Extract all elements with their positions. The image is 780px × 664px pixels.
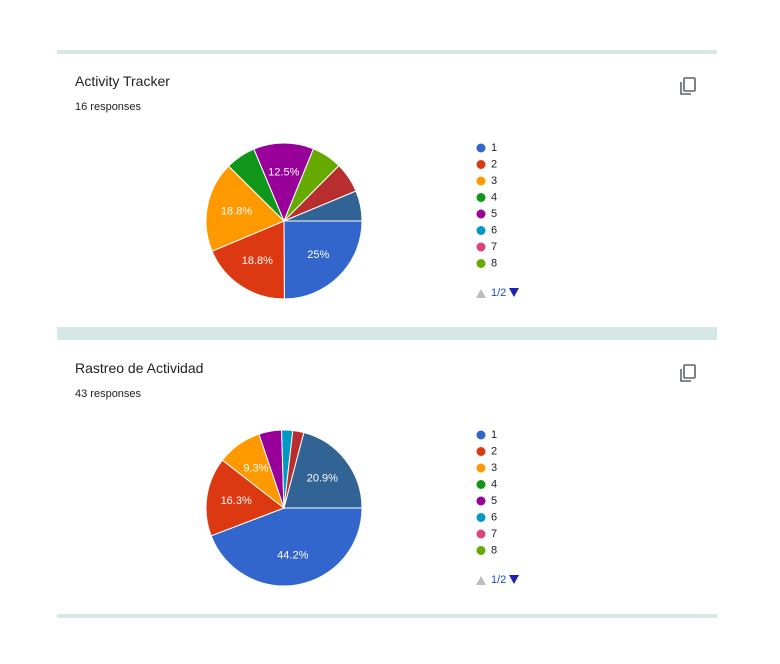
slice-label: 25%: [307, 249, 329, 261]
legend-swatch: [476, 193, 486, 202]
card-separator: [57, 327, 717, 340]
pie-slice: [283, 220, 363, 300]
legend-label: 7: [491, 528, 497, 540]
legend-swatch: [476, 242, 486, 252]
legend-label: 2: [491, 445, 497, 457]
pager-next[interactable]: [509, 288, 519, 297]
legend-label: 1: [491, 142, 497, 154]
legend-label: 2: [491, 158, 497, 170]
legend-swatch: [476, 226, 486, 235]
legend-swatch: [476, 447, 486, 456]
slice-label: 12.5%: [268, 167, 299, 179]
legend-swatch: [476, 176, 486, 186]
legend-label: 4: [491, 191, 497, 203]
legend-label: 3: [491, 462, 497, 474]
slice-label: 16.3%: [221, 495, 252, 507]
pager-label: 1/2: [491, 574, 506, 586]
legend-swatch: [476, 209, 486, 219]
legend-swatch: [476, 546, 486, 555]
pie-slice: [210, 507, 363, 587]
legend-label: 5: [491, 495, 497, 507]
legend-swatch: [476, 463, 486, 473]
pager-prev[interactable]: [476, 576, 486, 585]
card-title: Rastreo de Actividad: [75, 360, 203, 376]
legend-label: 6: [491, 511, 497, 523]
legend-label: 8: [491, 544, 497, 556]
legend-swatch: [476, 259, 486, 268]
pager-prev[interactable]: [476, 289, 486, 298]
legend-label: 1: [491, 429, 497, 441]
legend-swatch: [476, 513, 486, 522]
legend-label: 8: [491, 257, 497, 269]
legend-swatch: [476, 430, 486, 440]
legend-label: 5: [491, 208, 497, 220]
slice-label: 18.8%: [242, 255, 273, 267]
legend-swatch: [476, 480, 486, 489]
legend-swatch: [476, 496, 486, 506]
legend-label: 3: [491, 175, 497, 187]
card-border: [57, 50, 717, 54]
pie-slice: [283, 190, 363, 222]
pie-slice: [211, 220, 285, 300]
pie-slice: [205, 165, 285, 252]
legend-swatch: [476, 529, 486, 539]
pie-slice: [205, 459, 286, 537]
card-title: Activity Tracker: [75, 73, 170, 89]
legend-label: 7: [491, 241, 497, 253]
legend-swatch: [476, 160, 486, 169]
pie-slice: [253, 142, 315, 223]
slice-label: 18.8%: [221, 206, 252, 218]
pager-label: 1/2: [491, 287, 506, 299]
response-count: 43 responses: [75, 388, 142, 400]
legend-swatch: [476, 143, 486, 153]
slice-label: 20.9%: [307, 472, 338, 484]
pager-next[interactable]: [509, 575, 519, 584]
response-count: 16 responses: [75, 101, 142, 113]
slice-label: 44.2%: [277, 549, 308, 561]
legend-label: 4: [491, 478, 497, 490]
copy-icon[interactable]: [680, 364, 696, 382]
pie-slice: [283, 431, 363, 509]
legend-label: 6: [491, 224, 497, 236]
slice-label: 9.3%: [243, 463, 268, 475]
copy-icon[interactable]: [680, 77, 696, 95]
card-border: [57, 614, 717, 618]
